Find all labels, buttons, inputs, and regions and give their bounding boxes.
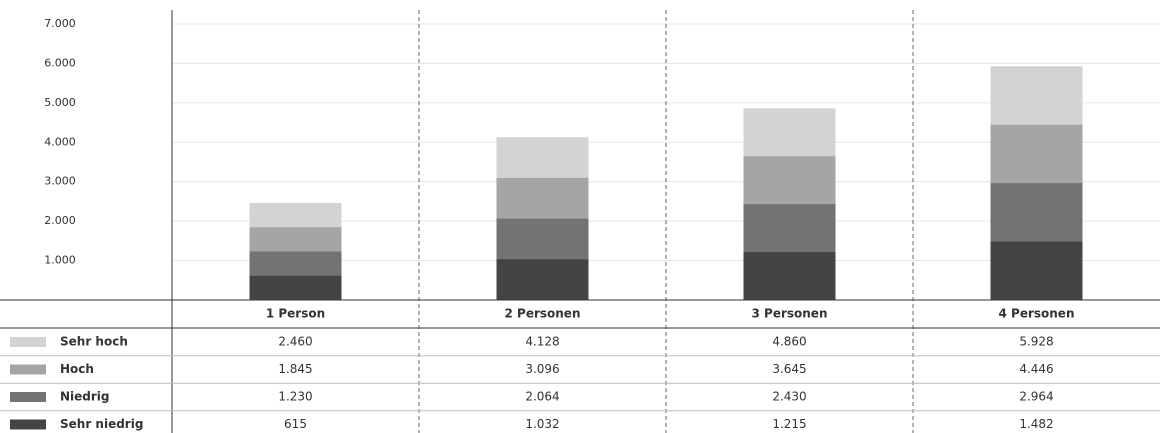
table-value: 1.032 bbox=[525, 417, 559, 431]
y-tick-label: 5.000 bbox=[44, 96, 76, 109]
table-value: 615 bbox=[284, 417, 307, 431]
table-value: 4.128 bbox=[525, 335, 559, 349]
table-value: 2.064 bbox=[525, 390, 559, 404]
table-value: 2.964 bbox=[1019, 390, 1053, 404]
x-tick-label: 3 Personen bbox=[752, 307, 828, 321]
table-value: 4.860 bbox=[772, 335, 806, 349]
legend-swatch bbox=[10, 419, 46, 430]
table-value: 3.645 bbox=[772, 362, 806, 376]
bar bbox=[496, 259, 589, 300]
legend-swatch bbox=[10, 392, 46, 402]
legend-label: Sehr hoch bbox=[60, 335, 128, 349]
legend-swatch bbox=[10, 337, 46, 347]
table-value: 2.430 bbox=[772, 390, 806, 404]
table-value: 3.096 bbox=[525, 362, 559, 376]
legend-label: Hoch bbox=[60, 362, 94, 376]
x-tick-label: 4 Personen bbox=[999, 307, 1075, 321]
table-value: 1.482 bbox=[1019, 417, 1053, 431]
x-tick-label: 2 Personen bbox=[505, 307, 581, 321]
x-tick-label: 1 Person bbox=[266, 307, 325, 321]
table-value: 4.446 bbox=[1019, 362, 1053, 376]
y-tick-label: 3.000 bbox=[44, 175, 76, 188]
y-tick-label: 4.000 bbox=[44, 135, 76, 148]
y-tick-label: 1.000 bbox=[44, 254, 76, 267]
table-value: 1.215 bbox=[772, 417, 806, 431]
bar bbox=[743, 252, 836, 300]
legend-label: Sehr niedrig bbox=[60, 417, 143, 431]
legend-label: Niedrig bbox=[60, 390, 110, 404]
y-tick-label: 2.000 bbox=[44, 214, 76, 227]
table-value: 5.928 bbox=[1019, 335, 1053, 349]
y-tick-label: 7.000 bbox=[44, 17, 76, 30]
bar bbox=[249, 275, 342, 300]
legend-swatch bbox=[10, 364, 46, 375]
y-tick-label: 6.000 bbox=[44, 56, 76, 69]
table-value: 1.230 bbox=[278, 390, 312, 404]
table-value: 1.845 bbox=[278, 362, 312, 376]
table-value: 2.460 bbox=[278, 335, 312, 349]
bar bbox=[990, 241, 1083, 300]
